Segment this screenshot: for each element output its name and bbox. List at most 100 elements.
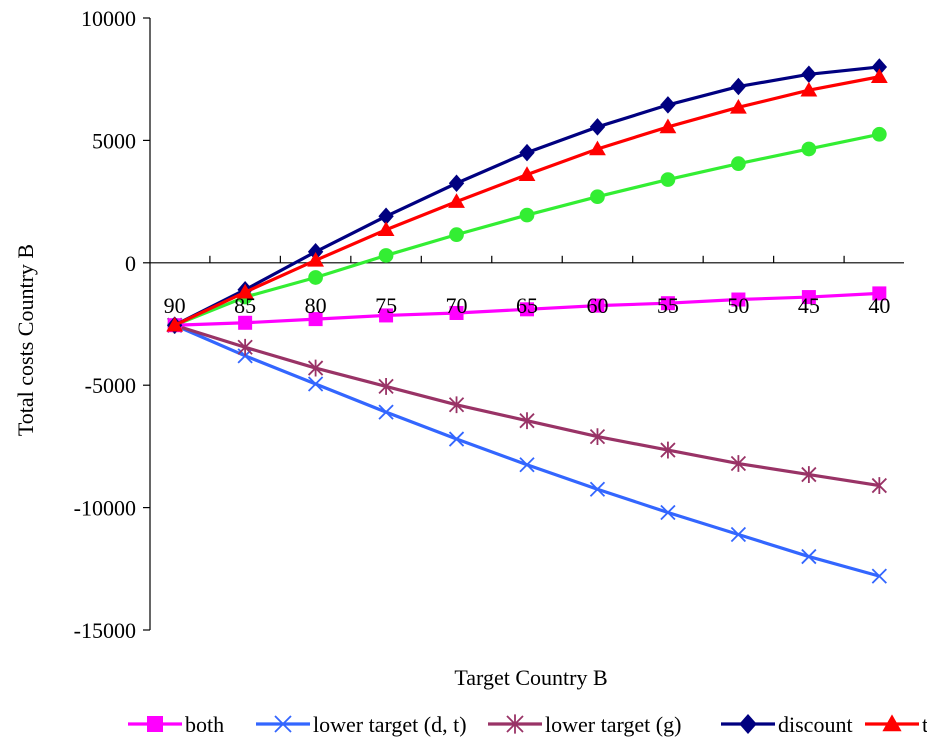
data-point-marker (659, 118, 677, 134)
data-point-marker (589, 118, 606, 136)
x-tick-label: 65 (516, 293, 538, 318)
data-point-marker (660, 504, 676, 521)
data-point-marker (801, 290, 816, 305)
data-point-marker (519, 143, 535, 162)
x-tick-label: 70 (446, 293, 468, 318)
y-tick-label: 0 (125, 251, 136, 276)
data-point-marker (448, 174, 465, 192)
data-point-marker (871, 58, 888, 76)
legend-label: discount (778, 712, 853, 737)
legend-item: t (865, 712, 927, 737)
data-point-marker (448, 431, 465, 447)
data-point-marker (378, 378, 394, 395)
legend-item: lower target (d, t) (256, 712, 467, 737)
legend-marker (274, 715, 292, 733)
series-line (174, 323, 880, 578)
data-point-marker (871, 126, 887, 142)
x-tick-label: 90 (164, 293, 186, 318)
legend-item: both (128, 712, 224, 737)
series-layer (166, 58, 888, 584)
series-lower-target-g- (167, 316, 887, 494)
axes (149, 18, 904, 630)
data-point-marker (307, 359, 324, 377)
data-point-marker (448, 193, 465, 208)
data-point-marker (590, 189, 605, 205)
y-tick-label: 10000 (81, 6, 136, 31)
data-point-marker (449, 227, 464, 242)
data-point-marker (590, 298, 605, 313)
legend-label: t (922, 712, 927, 737)
data-point-marker (449, 305, 464, 320)
series-t (166, 68, 888, 332)
data-point-marker (872, 286, 887, 301)
x-tick-label: 40 (868, 293, 890, 318)
legend-marker (506, 714, 524, 734)
data-point-marker (731, 292, 746, 307)
data-point-marker (236, 283, 254, 299)
y-axis-title: Total costs Country B (13, 244, 38, 436)
data-point-marker (519, 457, 535, 473)
data-point-marker (238, 315, 253, 330)
data-point-marker (871, 568, 887, 584)
y-tick-label: -15000 (74, 618, 136, 643)
x-tick-labels: 90 85 80 75 70 65 60 55 50 45 40 (164, 293, 891, 318)
y-tick-label: 5000 (92, 128, 136, 153)
series-discount (166, 58, 888, 334)
data-point-marker (660, 96, 676, 114)
data-point-marker (307, 376, 324, 392)
data-point-marker (589, 140, 606, 156)
series-lower-target-d-t- (167, 317, 887, 584)
data-point-marker (307, 243, 324, 261)
data-point-marker (520, 302, 534, 317)
data-point-marker (307, 251, 324, 267)
data-point-marker (660, 296, 675, 311)
data-point-marker (308, 270, 323, 285)
data-point-marker (518, 166, 536, 181)
x-tick-label: 45 (798, 293, 820, 318)
data-point-marker (378, 248, 394, 263)
data-point-marker (660, 441, 676, 459)
y-tick-label: -10000 (74, 496, 136, 521)
legend-marker (739, 714, 757, 734)
data-point-marker (377, 221, 395, 237)
data-point-marker (730, 98, 747, 114)
data-point-marker (589, 428, 606, 446)
series-both (167, 286, 887, 333)
data-point-marker (308, 312, 323, 327)
legend-item: discount (721, 712, 853, 737)
x-tick-label: 60 (586, 293, 608, 318)
data-point-marker (730, 526, 747, 543)
data-point-marker (237, 338, 253, 356)
data-point-marker (448, 396, 465, 414)
data-point-marker (660, 172, 676, 187)
series-unnamed (167, 126, 887, 333)
data-point-marker (166, 316, 184, 332)
x-tick-label: 50 (727, 293, 749, 318)
data-point-marker (731, 156, 746, 172)
data-point-marker (589, 481, 606, 497)
x-tick-label: 80 (305, 293, 327, 318)
x-tick-label: 85 (234, 293, 256, 318)
data-point-marker (519, 412, 535, 430)
x-ticks (209, 255, 845, 263)
data-point-marker (379, 308, 394, 323)
legend-label: both (185, 712, 224, 737)
data-point-marker (801, 548, 817, 565)
data-point-marker (378, 207, 394, 226)
x-tick-label: 55 (657, 293, 679, 318)
data-point-marker (801, 141, 817, 157)
legend-label: lower target (d, t) (313, 712, 467, 737)
data-point-marker (800, 81, 818, 97)
x-tick-label: 75 (375, 293, 397, 318)
series-line (174, 323, 880, 488)
data-point-marker (519, 207, 535, 223)
legend-item: lower target (g) (488, 712, 681, 737)
data-point-marker (730, 77, 747, 96)
data-point-marker (801, 466, 817, 483)
data-point-marker (378, 404, 394, 420)
legend: both lower target (d, t) lower target (g) d… (128, 712, 927, 737)
legend-marker (147, 716, 163, 732)
data-point-marker (801, 65, 817, 84)
